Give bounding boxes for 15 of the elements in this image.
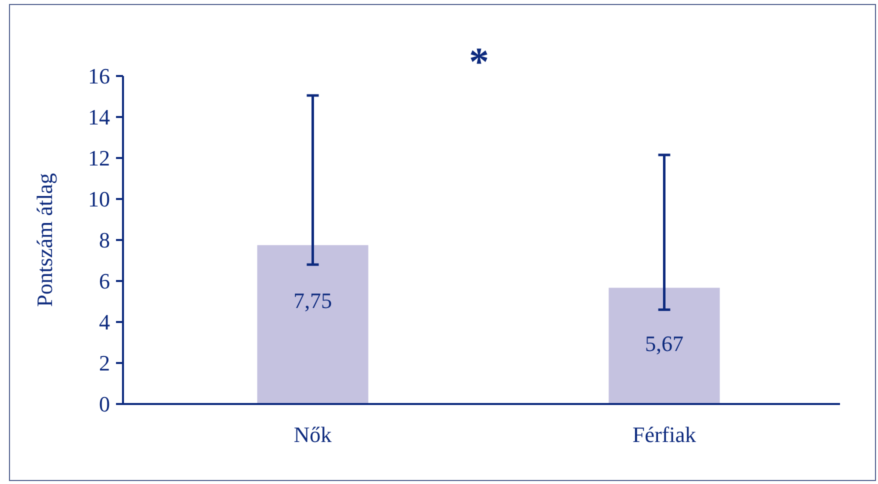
y-tick-label: 0	[99, 392, 110, 417]
y-tick-label: 4	[99, 310, 110, 335]
y-tick-label: 12	[88, 146, 110, 171]
y-tick-label: 2	[99, 350, 110, 376]
x-tick-label: Férfiak	[632, 422, 696, 447]
y-axis-title: Pontszám átlag	[32, 173, 57, 307]
y-tick-label: 10	[88, 186, 110, 212]
data-label: 5,67	[645, 330, 684, 356]
y-tick-label: 14	[88, 104, 110, 130]
annotation: *	[469, 39, 489, 84]
data-label: 7,75	[294, 288, 332, 314]
x-tick-label: Nők	[294, 422, 332, 447]
y-tick-label: 16	[88, 64, 110, 89]
y-tick-label: 6	[99, 268, 110, 294]
y-tick-label: 8	[99, 228, 110, 253]
